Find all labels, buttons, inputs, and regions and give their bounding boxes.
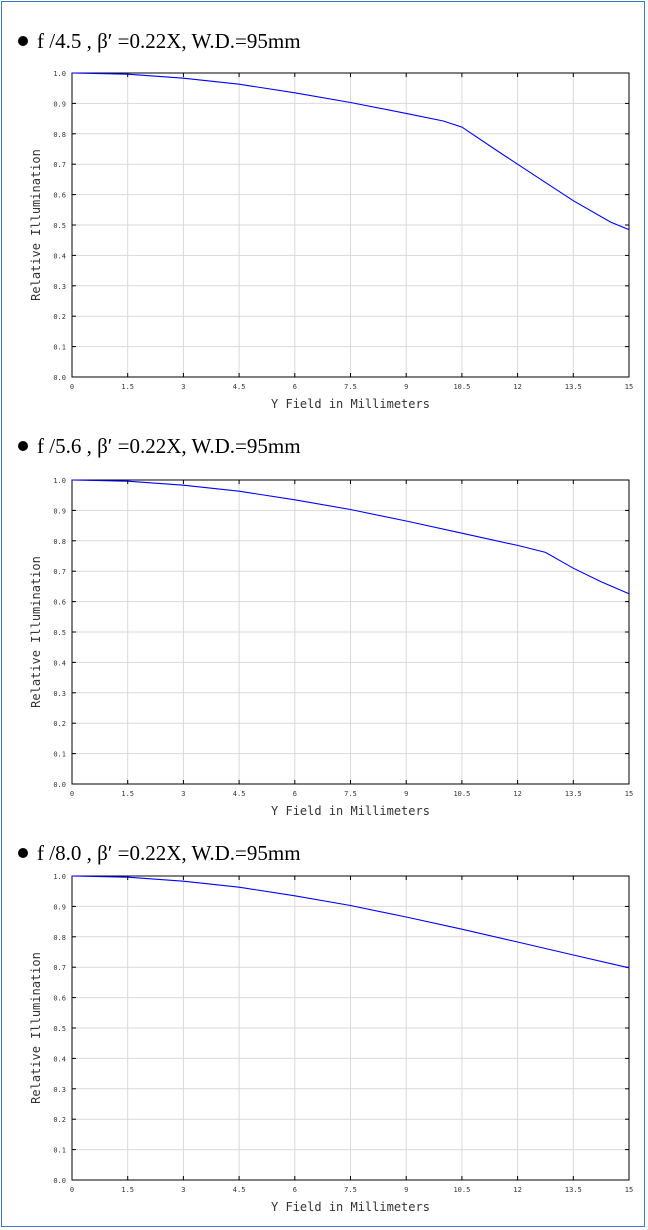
y-tick-label: 0.1 — [53, 1147, 66, 1155]
x-tick-label: 0 — [70, 1186, 74, 1194]
x-tick-label: 3 — [181, 383, 185, 391]
y-tick-label: 0.7 — [53, 161, 66, 169]
y-tick-label: 0.9 — [53, 100, 66, 108]
x-tick-label: 0 — [70, 790, 74, 798]
x-tick-label: 13.5 — [565, 1186, 582, 1194]
y-axis-label: Relative Illumination — [29, 149, 43, 301]
x-tick-label: 12 — [513, 383, 521, 391]
chart-title: f /5.6 , β′ =0.22X, W.D.=95mm — [37, 433, 301, 458]
x-tick-label: 7.5 — [344, 790, 357, 798]
x-tick-label: 1.5 — [121, 790, 134, 798]
y-tick-label: 0.5 — [53, 1025, 66, 1033]
y-tick-label: 1.0 — [53, 873, 66, 881]
x-tick-label: 6 — [293, 383, 297, 391]
x-tick-label: 3 — [181, 1186, 185, 1194]
x-tick-label: 6 — [293, 1186, 297, 1194]
x-tick-label: 0 — [70, 383, 74, 391]
y-tick-label: 0.6 — [53, 599, 66, 607]
y-tick-label: 0.7 — [53, 964, 66, 972]
y-tick-label: 0.8 — [53, 131, 66, 139]
chart-title: f /8.0 , β′ =0.22X, W.D.=95mm — [37, 840, 301, 865]
y-tick-label: 0.4 — [53, 659, 66, 667]
y-tick-label: 0.7 — [53, 568, 66, 576]
y-tick-label: 1.0 — [53, 70, 66, 78]
y-axis-label: Relative Illumination — [29, 556, 43, 708]
x-axis-label: Y Field in Millimeters — [271, 397, 430, 411]
bullet-icon — [18, 441, 28, 451]
x-tick-label: 9 — [404, 383, 408, 391]
x-tick-label: 13.5 — [565, 790, 582, 798]
y-tick-label: 0.0 — [53, 374, 66, 382]
chart-title: f /4.5 , β′ =0.22X, W.D.=95mm — [37, 28, 301, 53]
chart-heading: f /4.5 , β′ =0.22X, W.D.=95mm — [18, 26, 301, 56]
x-tick-label: 7.5 — [344, 383, 357, 391]
chart-heading: f /8.0 , β′ =0.22X, W.D.=95mm — [18, 838, 301, 868]
x-tick-label: 10.5 — [453, 790, 470, 798]
y-tick-label: 0.0 — [53, 1177, 66, 1185]
y-tick-label: 0.9 — [53, 903, 66, 911]
y-tick-label: 0.1 — [53, 344, 66, 352]
x-tick-label: 1.5 — [121, 1186, 134, 1194]
x-tick-label: 3 — [181, 790, 185, 798]
chart-heading: f /5.6 , β′ =0.22X, W.D.=95mm — [18, 431, 301, 461]
relative-illumination-chart: 0 1.5 3 4.5 6 7.5 9 10.5 12 13.5 15 0.0 0.1 0.2 0.3 0.4… — [29, 873, 633, 1214]
y-tick-label: 0.5 — [53, 629, 66, 637]
x-axis-label: Y Field in Millimeters — [271, 1200, 430, 1214]
x-tick-label: 10.5 — [453, 383, 470, 391]
x-tick-label: 4.5 — [233, 790, 246, 798]
x-tick-label: 13.5 — [565, 383, 582, 391]
y-tick-label: 0.2 — [53, 720, 66, 728]
series-line — [71, 479, 630, 595]
y-tick-label: 1.0 — [53, 477, 66, 485]
y-tick-label: 0.4 — [53, 252, 66, 260]
y-tick-label: 0.6 — [53, 995, 66, 1003]
y-tick-label: 0.3 — [53, 1086, 66, 1094]
relative-illumination-chart: 0 1.5 3 4.5 6 7.5 9 10.5 12 13.5 15 0.0 0.1 0.2 0.3 0.4… — [29, 477, 633, 818]
y-tick-label: 0.2 — [53, 1116, 66, 1124]
relative-illumination-chart: 0 1.5 3 4.5 6 7.5 9 10.5 12 13.5 15 0.0 0.1 0.2 0.3 0.4… — [29, 70, 633, 411]
x-tick-label: 4.5 — [233, 383, 246, 391]
y-tick-label: 0.0 — [53, 781, 66, 789]
y-tick-label: 0.2 — [53, 313, 66, 321]
y-axis-label: Relative Illumination — [29, 952, 43, 1104]
series-line — [71, 875, 630, 969]
x-tick-label: 15 — [625, 790, 633, 798]
y-tick-label: 0.5 — [53, 222, 66, 230]
x-axis-label: Y Field in Millimeters — [271, 804, 430, 818]
x-tick-label: 15 — [625, 383, 633, 391]
x-tick-label: 12 — [513, 790, 521, 798]
x-tick-label: 12 — [513, 1186, 521, 1194]
bullet-icon — [18, 36, 28, 46]
y-tick-label: 0.9 — [53, 507, 66, 515]
series-line — [71, 72, 630, 231]
x-tick-label: 15 — [625, 1186, 633, 1194]
y-tick-label: 0.3 — [53, 690, 66, 698]
y-tick-label: 0.1 — [53, 751, 66, 759]
y-tick-label: 0.6 — [53, 192, 66, 200]
y-tick-label: 0.4 — [53, 1055, 66, 1063]
bullet-icon — [18, 848, 28, 858]
x-tick-label: 1.5 — [121, 383, 134, 391]
y-tick-label: 0.8 — [53, 538, 66, 546]
x-tick-label: 9 — [404, 790, 408, 798]
y-tick-label: 0.8 — [53, 934, 66, 942]
x-tick-label: 10.5 — [453, 1186, 470, 1194]
x-tick-label: 7.5 — [344, 1186, 357, 1194]
y-tick-label: 0.3 — [53, 283, 66, 291]
x-tick-label: 4.5 — [233, 1186, 246, 1194]
x-tick-label: 9 — [404, 1186, 408, 1194]
x-tick-label: 6 — [293, 790, 297, 798]
